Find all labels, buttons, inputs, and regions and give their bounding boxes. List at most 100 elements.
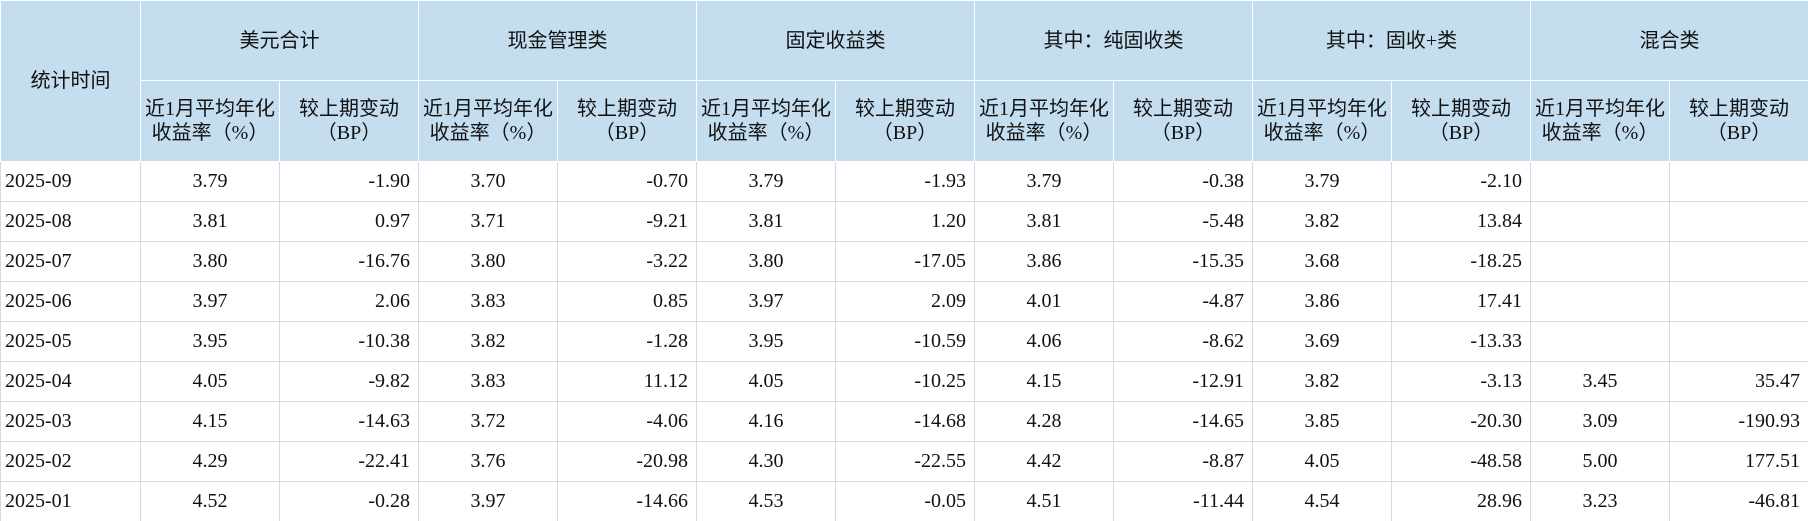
- yield-cell: 4.53: [696, 481, 836, 521]
- yield-cell: 4.52: [140, 481, 280, 521]
- change-cell: 35.47: [1669, 361, 1808, 402]
- change-cell: -10.38: [279, 321, 419, 362]
- change-cell: -4.87: [1113, 281, 1253, 322]
- yield-cell: 4.42: [974, 441, 1114, 482]
- change-cell: -0.28: [279, 481, 419, 521]
- change-cell: -9.21: [557, 201, 697, 242]
- change-cell: -1.90: [279, 161, 419, 202]
- sub-header: 近1月平均年化收益率（%）: [696, 80, 836, 162]
- change-cell: -14.66: [557, 481, 697, 521]
- yield-cell: 5.00: [1530, 441, 1670, 482]
- change-cell: [1669, 241, 1808, 282]
- change-cell: -13.33: [1391, 321, 1531, 362]
- change-cell: -22.41: [279, 441, 419, 482]
- change-cell: -3.22: [557, 241, 697, 282]
- corner-header: 统计时间: [0, 0, 141, 162]
- sub-header: 较上期变动（BP）: [1669, 80, 1808, 162]
- change-cell: -8.62: [1113, 321, 1253, 362]
- change-cell: -8.87: [1113, 441, 1253, 482]
- yield-cell: 3.69: [1252, 321, 1392, 362]
- yield-cell: 4.54: [1252, 481, 1392, 521]
- sub-header: 近1月平均年化收益率（%）: [974, 80, 1114, 162]
- data-row: 2025-04 4.05 -9.82 3.83 11.12 4.05 -10.25 4.15-…: [0, 361, 1808, 402]
- yield-cell: 3.23: [1530, 481, 1670, 521]
- yield-cell: 3.76: [418, 441, 558, 482]
- change-cell: -17.05: [835, 241, 975, 282]
- yield-cell: 3.72: [418, 401, 558, 442]
- yield-cell: 3.81: [140, 201, 280, 242]
- yield-cell: [1530, 321, 1670, 362]
- yield-cell: 4.05: [140, 361, 280, 402]
- date-cell: 2025-07: [0, 241, 141, 282]
- yield-cell: 4.15: [140, 401, 280, 442]
- yield-cell: 4.01: [974, 281, 1114, 322]
- change-cell: 28.96: [1391, 481, 1531, 521]
- data-row: 2025-03 4.15 -14.63 3.72 -4.06 4.16 -14.68 4.28…: [0, 401, 1808, 442]
- group-header: 美元合计: [140, 0, 419, 81]
- sub-header: 较上期变动（BP）: [557, 80, 697, 162]
- yield-cell: 3.97: [696, 281, 836, 322]
- yield-cell: 3.79: [696, 161, 836, 202]
- yield-cell: 3.80: [418, 241, 558, 282]
- yield-cell: 3.79: [974, 161, 1114, 202]
- yield-cell: 3.83: [418, 281, 558, 322]
- data-row: 2025-09 3.79 -1.90 3.70 -0.70 3.79 -1.93 3.79 -0…: [0, 161, 1808, 202]
- change-cell: 1.20: [835, 201, 975, 242]
- change-cell: -20.30: [1391, 401, 1531, 442]
- change-cell: -14.63: [279, 401, 419, 442]
- change-cell: -2.10: [1391, 161, 1531, 202]
- sub-header: 近1月平均年化收益率（%）: [140, 80, 280, 162]
- sub-header: 近1月平均年化收益率（%）: [418, 80, 558, 162]
- data-row: 2025-05 3.95 -10.38 3.82 -1.28 3.95 -10.59 4.06…: [0, 321, 1808, 362]
- group-header: 混合类: [1530, 0, 1808, 81]
- sub-header: 较上期变动（BP）: [835, 80, 975, 162]
- change-cell: [1669, 321, 1808, 362]
- change-cell: -18.25: [1391, 241, 1531, 282]
- data-row: 2025-08 3.81 0.97 3.71 -9.21 3.81 1.20 3.81 -5.4…: [0, 201, 1808, 242]
- yield-cell: 4.29: [140, 441, 280, 482]
- date-cell: 2025-09: [0, 161, 141, 202]
- data-row: 2025-06 3.97 2.06 3.83 0.85 3.97 2.09 4.01 -4.87…: [0, 281, 1808, 322]
- date-cell: 2025-04: [0, 361, 141, 402]
- yield-cell: 4.06: [974, 321, 1114, 362]
- yield-cell: 3.83: [418, 361, 558, 402]
- yield-cell: 3.79: [140, 161, 280, 202]
- yield-cell: 3.71: [418, 201, 558, 242]
- change-cell: -0.38: [1113, 161, 1253, 202]
- yield-cell: [1530, 201, 1670, 242]
- change-cell: 177.51: [1669, 441, 1808, 482]
- date-cell: 2025-06: [0, 281, 141, 322]
- yield-cell: 3.95: [140, 321, 280, 362]
- change-cell: -46.81: [1669, 481, 1808, 521]
- yield-cell: 3.95: [696, 321, 836, 362]
- yield-cell: 4.51: [974, 481, 1114, 521]
- change-cell: -3.13: [1391, 361, 1531, 402]
- change-cell: 13.84: [1391, 201, 1531, 242]
- yield-cell: 3.80: [140, 241, 280, 282]
- sub-header: 近1月平均年化收益率（%）: [1252, 80, 1392, 162]
- table-body: 2025-09 3.79 -1.90 3.70 -0.70 3.79 -1.93 3.79 -0…: [0, 161, 1808, 521]
- group-header: 固定收益类: [696, 0, 975, 81]
- date-cell: 2025-02: [0, 441, 141, 482]
- yield-cell: 4.15: [974, 361, 1114, 402]
- change-cell: 11.12: [557, 361, 697, 402]
- yield-cell: 3.82: [418, 321, 558, 362]
- yield-cell: 3.81: [696, 201, 836, 242]
- group-header: 其中：纯固收类: [974, 0, 1253, 81]
- yield-cell: 4.16: [696, 401, 836, 442]
- change-cell: [1669, 201, 1808, 242]
- group-header: 现金管理类: [418, 0, 697, 81]
- change-cell: 2.06: [279, 281, 419, 322]
- change-cell: -1.93: [835, 161, 975, 202]
- date-cell: 2025-03: [0, 401, 141, 442]
- data-row: 2025-07 3.80 -16.76 3.80 -3.22 3.80 -17.05 3.86…: [0, 241, 1808, 282]
- change-cell: 0.97: [279, 201, 419, 242]
- yield-cell: 3.82: [1252, 201, 1392, 242]
- change-cell: [1669, 161, 1808, 202]
- yield-cell: 3.68: [1252, 241, 1392, 282]
- change-cell: 0.85: [557, 281, 697, 322]
- change-cell: -11.44: [1113, 481, 1253, 521]
- data-row: 2025-02 4.29 -22.41 3.76 -20.98 4.30 -22.55 4.4…: [0, 441, 1808, 482]
- yield-cell: [1530, 241, 1670, 282]
